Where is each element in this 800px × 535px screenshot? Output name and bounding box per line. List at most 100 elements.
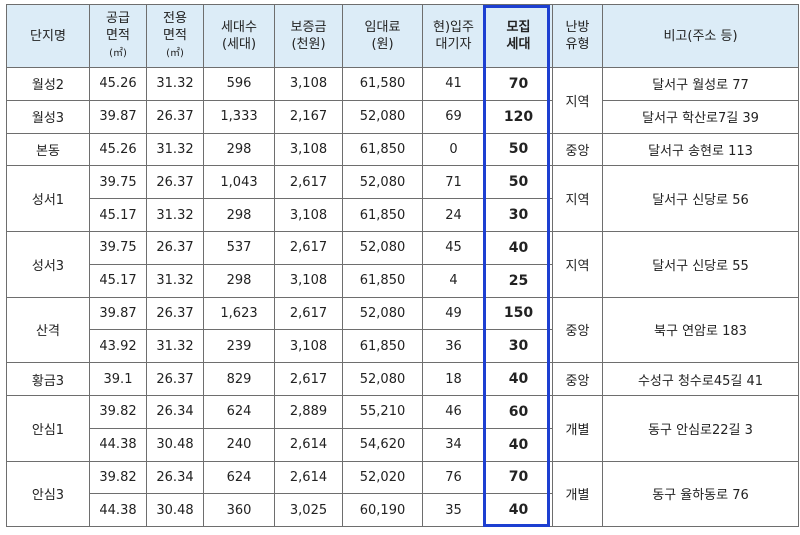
address: 달서구 신당로 56 bbox=[602, 165, 799, 232]
address: 달서구 학산로7길 39 bbox=[602, 99, 799, 134]
supply-area: 39.75 bbox=[89, 230, 147, 265]
recruit: 40 bbox=[484, 493, 553, 528]
address: 수성구 청수로45길 41 bbox=[602, 362, 799, 396]
waiting: 69 bbox=[422, 99, 485, 134]
exclusive-area: 31.32 bbox=[146, 198, 204, 232]
waiting: 0 bbox=[422, 132, 485, 167]
recruit: 120 bbox=[484, 99, 553, 134]
heating-type: 개별 bbox=[552, 394, 603, 462]
recruit: 70 bbox=[484, 460, 553, 495]
heating-type: 지역 bbox=[552, 67, 603, 134]
exclusive-area: 31.32 bbox=[146, 263, 204, 298]
complex-name: 본동 bbox=[6, 132, 90, 167]
complex-name: 황금3 bbox=[6, 362, 90, 396]
exclusive-area: 30.48 bbox=[146, 427, 204, 462]
recruit: 40 bbox=[484, 230, 553, 265]
waiting: 36 bbox=[422, 329, 485, 364]
deposit: 2,889 bbox=[274, 394, 343, 429]
households: 298 bbox=[203, 198, 275, 232]
households: 298 bbox=[203, 263, 275, 298]
complex-name: 안심1 bbox=[6, 394, 90, 462]
deposit: 2,617 bbox=[274, 362, 343, 396]
header-exclusive-area: 전용 면적 (㎡) bbox=[146, 4, 204, 68]
rent: 52,080 bbox=[342, 296, 423, 331]
households: 360 bbox=[203, 493, 275, 528]
rent: 61,850 bbox=[342, 329, 423, 364]
waiting: 24 bbox=[422, 198, 485, 232]
supply-area: 45.17 bbox=[89, 198, 147, 232]
exclusive-area: 31.32 bbox=[146, 67, 204, 101]
complex-name: 산격 bbox=[6, 296, 90, 364]
rent: 52,080 bbox=[342, 230, 423, 265]
header-deposit: 보증금 (천원) bbox=[274, 4, 343, 68]
recruit: 30 bbox=[484, 329, 553, 364]
waiting: 71 bbox=[422, 165, 485, 200]
table-row: 44.38 30.48 360 3,025 60,190 35 40 bbox=[7, 493, 799, 528]
heating-type: 중앙 bbox=[552, 362, 603, 396]
deposit: 3,108 bbox=[274, 263, 343, 298]
rent: 61,850 bbox=[342, 132, 423, 167]
rent: 61,850 bbox=[342, 198, 423, 232]
table-row: 성서1 39.75 26.37 1,043 2,617 52,080 71 50 지역 달서구 신… bbox=[6, 165, 799, 232]
recruit: 50 bbox=[484, 132, 553, 167]
header-remarks: 비고(주소 등) bbox=[602, 4, 799, 68]
heating-type: 개별 bbox=[552, 460, 603, 528]
deposit: 2,614 bbox=[274, 460, 343, 495]
heating-type: 지역 bbox=[552, 165, 603, 232]
supply-area: 39.82 bbox=[89, 460, 147, 495]
header-rent: 임대료 (원) bbox=[342, 4, 423, 68]
complex-name: 월성3 bbox=[6, 99, 90, 134]
address: 북구 연암로 183 bbox=[602, 296, 799, 364]
waiting: 41 bbox=[422, 67, 485, 101]
exclusive-area: 26.37 bbox=[146, 165, 204, 200]
header-waiting: 현)입주 대기자 bbox=[422, 4, 485, 68]
supply-area: 45.26 bbox=[89, 132, 147, 167]
waiting: 4 bbox=[422, 263, 485, 298]
heating-type: 중앙 bbox=[552, 132, 603, 167]
supply-area: 43.92 bbox=[89, 329, 147, 364]
households: 1,623 bbox=[203, 296, 275, 331]
deposit: 3,108 bbox=[274, 329, 343, 364]
recruit: 60 bbox=[484, 394, 553, 429]
rent: 52,080 bbox=[342, 165, 423, 200]
deposit: 2,617 bbox=[274, 165, 343, 200]
recruit: 25 bbox=[484, 263, 553, 298]
deposit: 3,108 bbox=[274, 67, 343, 101]
recruit: 40 bbox=[484, 427, 553, 462]
waiting: 76 bbox=[422, 460, 485, 495]
header-households: 세대수 (세대) bbox=[203, 4, 275, 68]
deposit: 3,025 bbox=[274, 493, 343, 528]
waiting: 34 bbox=[422, 427, 485, 462]
households: 829 bbox=[203, 362, 275, 396]
supply-area: 44.38 bbox=[89, 493, 147, 528]
waiting: 45 bbox=[422, 230, 485, 265]
waiting: 18 bbox=[422, 362, 485, 396]
recruit: 150 bbox=[484, 296, 553, 331]
address: 동구 율하동로 76 bbox=[602, 460, 799, 528]
table-body: 월성2 45.26 31.32 596 3,108 61,580 41 70 지역 달서구 월성로… bbox=[6, 67, 799, 528]
complex-name: 안심3 bbox=[6, 460, 90, 528]
address: 달서구 신당로 55 bbox=[602, 230, 799, 298]
rental-housing-table: 단지명 공급 면적 (㎡) 전용 면적 (㎡) 세대수 (세대) 보증금 (천원) 임대료(… bbox=[6, 4, 799, 528]
recruit: 50 bbox=[484, 165, 553, 200]
rent: 52,080 bbox=[342, 99, 423, 134]
supply-area: 39.87 bbox=[89, 296, 147, 331]
exclusive-area: 26.37 bbox=[146, 296, 204, 331]
households: 596 bbox=[203, 67, 275, 101]
supply-area: 39.87 bbox=[89, 99, 147, 134]
table-row: 45.17 31.32 298 3,108 61,850 24 30 bbox=[7, 198, 799, 232]
supply-area: 39.75 bbox=[89, 165, 147, 200]
address: 달서구 송현로 113 bbox=[602, 132, 799, 167]
waiting: 35 bbox=[422, 493, 485, 528]
heating-type: 중앙 bbox=[552, 296, 603, 364]
table-row: 45.17 31.32 298 3,108 61,850 4 25 bbox=[7, 263, 799, 298]
supply-area: 45.26 bbox=[89, 67, 147, 101]
table-row: 월성3 39.87 26.37 1,333 2,167 52,080 69 120 달서구 학산… bbox=[6, 99, 799, 134]
rent: 52,020 bbox=[342, 460, 423, 495]
complex-name: 성서1 bbox=[6, 165, 90, 232]
deposit: 3,108 bbox=[274, 198, 343, 232]
supply-area: 39.82 bbox=[89, 394, 147, 429]
exclusive-area: 31.32 bbox=[146, 329, 204, 364]
exclusive-area: 31.32 bbox=[146, 132, 204, 167]
exclusive-area: 26.37 bbox=[146, 99, 204, 134]
